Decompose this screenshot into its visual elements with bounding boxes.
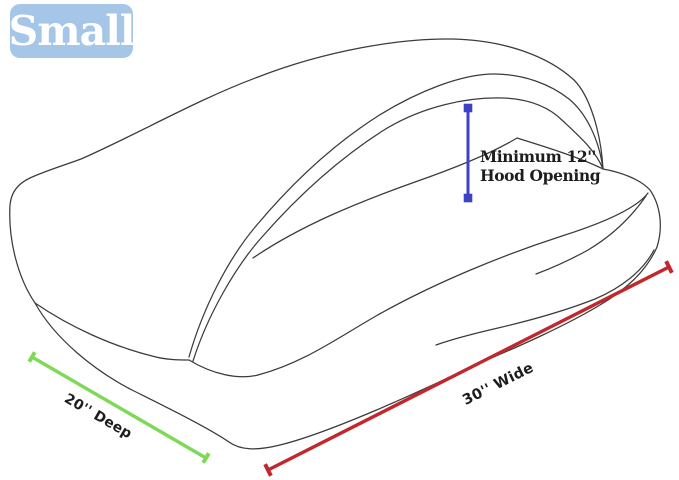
dimension-end-cap xyxy=(201,452,211,464)
bed-outline xyxy=(9,38,661,450)
hood-opening-label-line1: Minimum 12'' xyxy=(480,147,596,166)
cushion-top-seam xyxy=(188,192,649,378)
bed-sketch xyxy=(9,38,661,450)
hood-interior-edge xyxy=(252,137,604,259)
width-dimension-line xyxy=(263,260,674,477)
hood-opening-dimension-line xyxy=(463,103,473,203)
cushion-corner-seam xyxy=(535,195,647,275)
depth-dimension-line xyxy=(27,351,211,464)
hood-left-hem xyxy=(34,302,190,361)
dimension-end-cap xyxy=(664,260,674,274)
cushion-base-seam xyxy=(435,249,655,346)
depth-label: 20'' Deep xyxy=(61,391,134,443)
dimension-end-cap xyxy=(27,351,37,363)
hood-rim-outer xyxy=(188,73,604,358)
size-badge: Small xyxy=(9,4,135,58)
hood-rim-inner xyxy=(192,97,604,362)
dimension-end-cap xyxy=(463,193,473,203)
hood-opening-label-line2: Hood Opening xyxy=(480,166,601,185)
dimension-end-cap xyxy=(463,103,473,113)
dimension-end-cap xyxy=(263,463,273,477)
